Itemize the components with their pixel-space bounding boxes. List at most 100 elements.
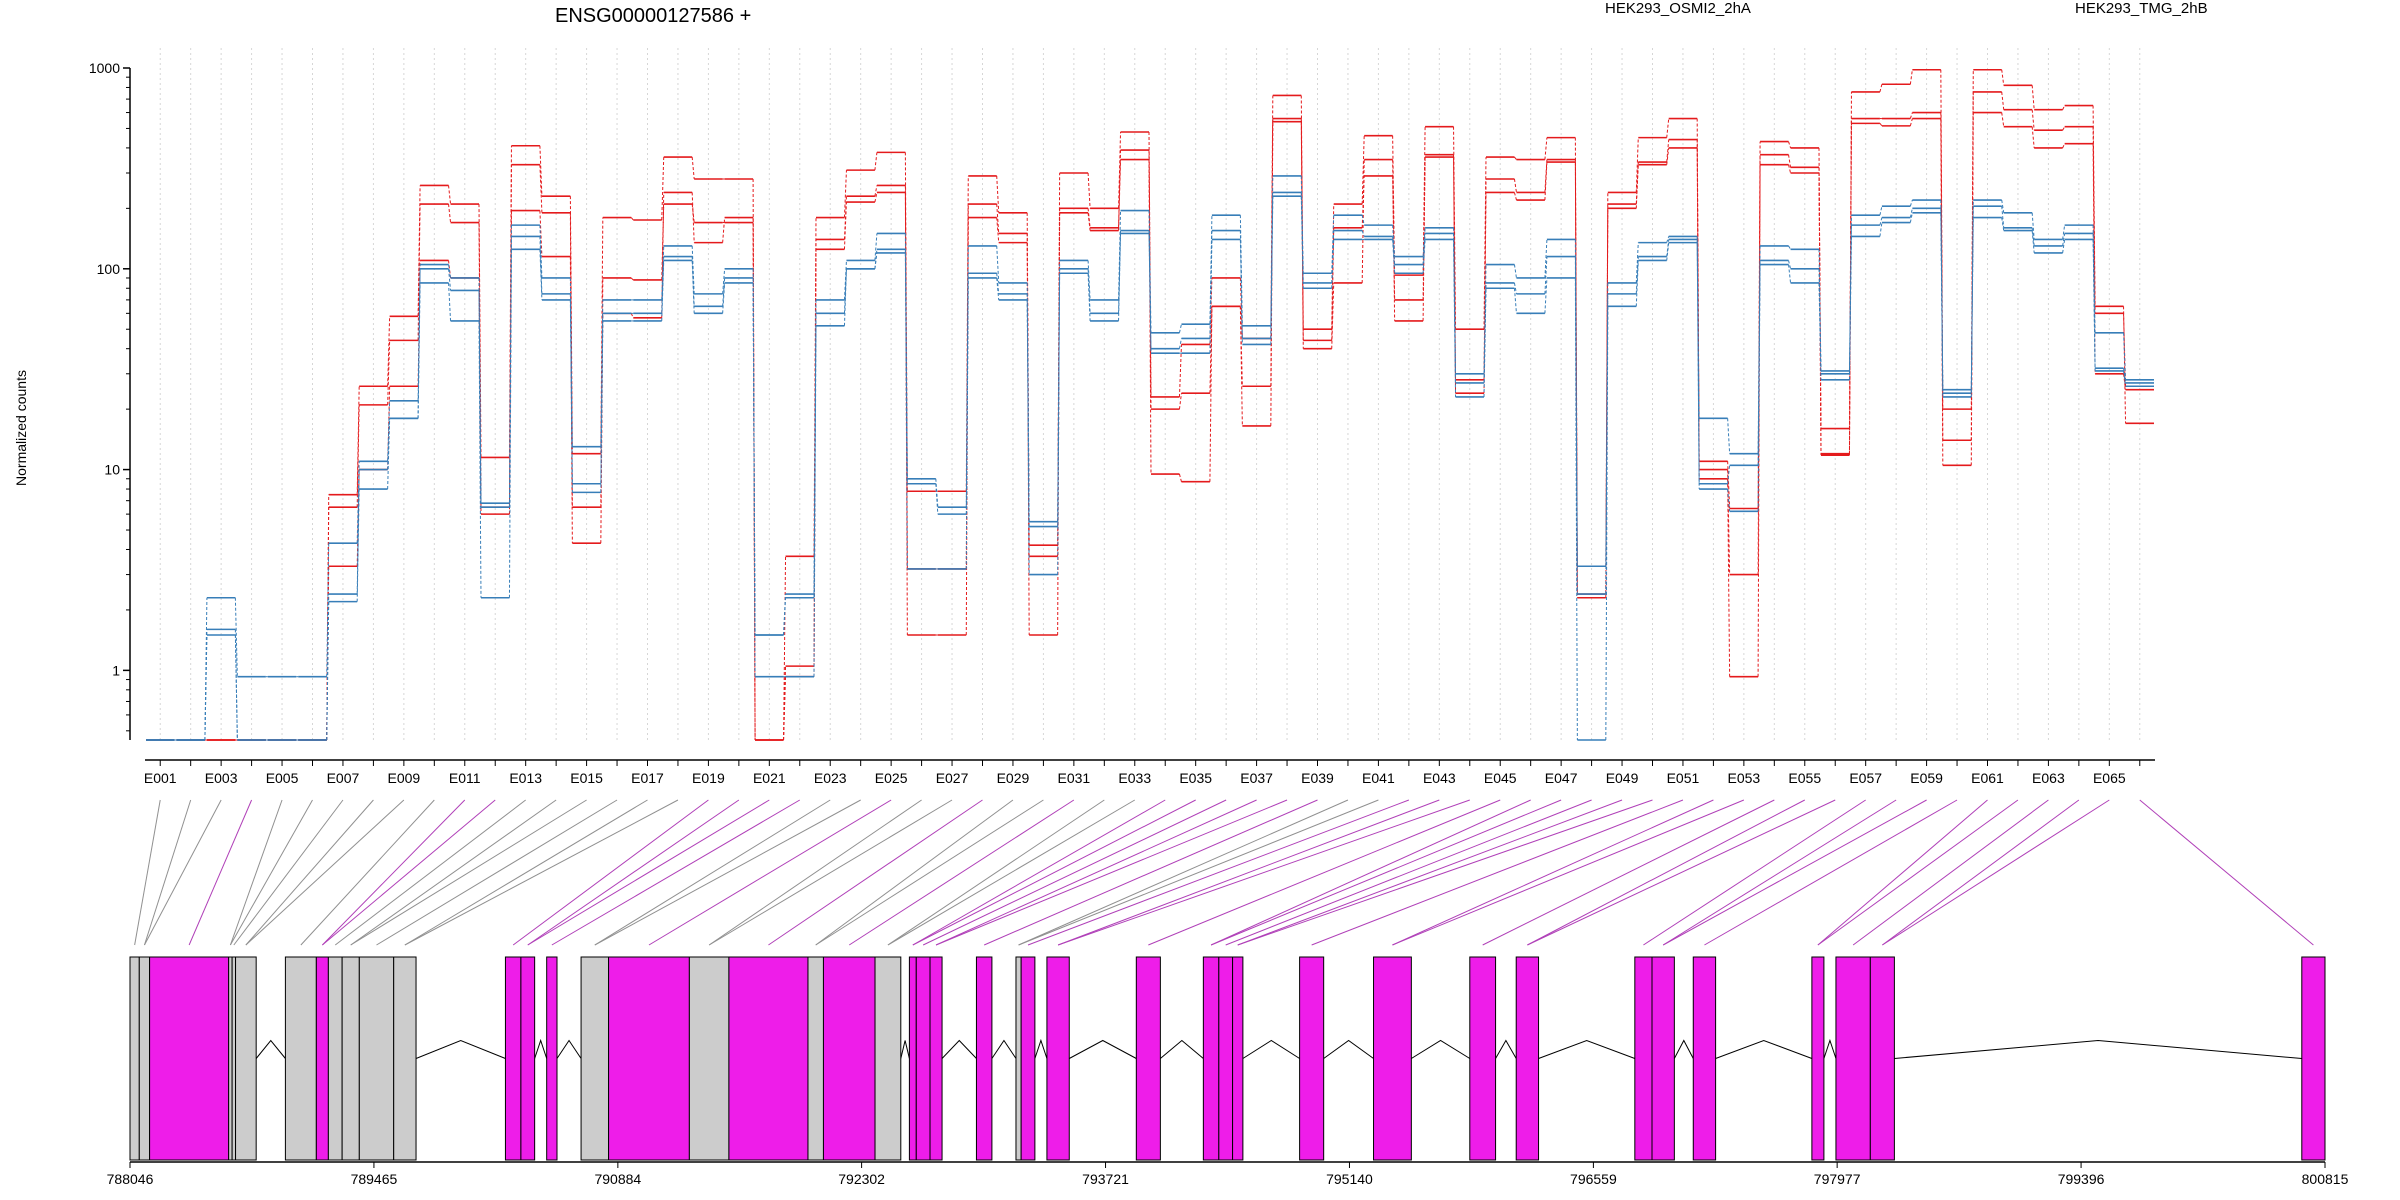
x-tick-label: E061 [1971,770,2004,786]
series-join [1544,277,1548,314]
series-join [1666,139,1670,163]
series-join [1727,478,1731,677]
series-join [691,192,695,243]
exon-link [2139,799,2314,946]
series-join [1909,118,1913,126]
series-join [752,282,756,677]
series-join [996,175,1000,213]
series-join [1909,208,1913,218]
series-join [2031,109,2035,131]
exon-link [551,799,801,946]
series-join [1727,469,1731,575]
series-join [1209,215,1213,325]
series-join [1148,210,1152,333]
series-join [417,282,421,419]
series-join [1788,260,1792,269]
series-join [1970,200,1974,390]
series-join [387,316,391,387]
x-tick-label: E003 [205,770,238,786]
series-join [2001,91,2005,110]
exon-highlighted [546,956,558,1161]
intron-line [1673,1039,1694,1059]
series-join [1666,236,1670,243]
exon-highlighted [2301,956,2326,1161]
exon-link [245,799,374,946]
exon-link [594,799,861,946]
series-join [1727,488,1731,512]
series-join [387,340,391,405]
series-osmi [146,111,2154,741]
series-join [2062,233,2066,246]
exon-highlighted [315,956,329,1161]
exon-link [935,799,1288,946]
series-join [448,264,452,279]
legend-entry-osmi: HEK293_OSMI2_2hA [1605,0,1751,17]
x-tick-label: E053 [1728,770,1761,786]
exon-highlighted [822,956,876,1161]
series-join [539,145,543,197]
genomic-tick-label: 799396 [2058,1171,2105,1187]
series-join [691,204,695,223]
x-tick-label: E029 [997,770,1030,786]
exon-link [404,799,679,946]
series-join [996,217,1000,243]
series-join [448,268,452,291]
intron-line [1323,1039,1374,1059]
series-join [448,260,452,279]
exon-link [1882,799,2080,946]
genomic-tick-label: 800815 [2302,1171,2349,1187]
gene-model [129,956,2326,1161]
exon-highlighted [1020,956,1036,1161]
intron-line [1034,1038,1048,1059]
x-tick-label: E021 [753,770,786,786]
series-join [1392,239,1396,274]
series-join [356,469,360,595]
exon [327,956,343,1161]
series-join [2092,225,2096,333]
exon-highlighted [504,956,522,1161]
x-tick-label: E013 [509,770,542,786]
series-join [783,556,787,741]
series-join [539,225,543,278]
series-join [722,268,726,294]
genomic-tick-label: 795140 [1326,1171,1373,1187]
exon-link [1027,799,1410,946]
series-join [1848,236,1852,380]
series-join [1544,256,1548,294]
series-join [1513,192,1517,201]
series-join [874,249,878,269]
series-join [904,252,908,569]
exon-link [1662,799,1897,946]
series-join [630,217,634,221]
intron-line [900,1040,910,1059]
y-axis-label: Normalized counts [13,370,29,486]
series-join [600,320,604,493]
series-join [1178,473,1182,482]
series-join [2123,306,2127,424]
exon [341,956,360,1161]
series-join [2062,225,2066,240]
exon-link [527,799,770,946]
exon-link [322,799,466,946]
series-join [691,245,695,294]
exon-link [848,799,1075,946]
x-tick-label: E005 [266,770,299,786]
exon-link [134,799,161,946]
exon-link [1817,799,2019,946]
exon-link [376,799,618,946]
series-join [843,170,847,218]
exon [807,956,824,1161]
genomic-tick-label: 796559 [1570,1171,1617,1187]
exon-highlighted [1811,956,1825,1161]
series-join [1239,230,1243,339]
series-join [417,185,421,317]
x-tick-label: E039 [1301,770,1334,786]
intron-line [1894,1039,2302,1059]
chart-title: ENSG00000127586 + [555,5,751,27]
x-tick-label: E063 [2032,770,2065,786]
x-tick-label: E017 [631,770,664,786]
series-join [874,233,878,261]
series-join [1209,306,1213,482]
series-join [569,299,573,493]
series-join [1788,164,1792,174]
